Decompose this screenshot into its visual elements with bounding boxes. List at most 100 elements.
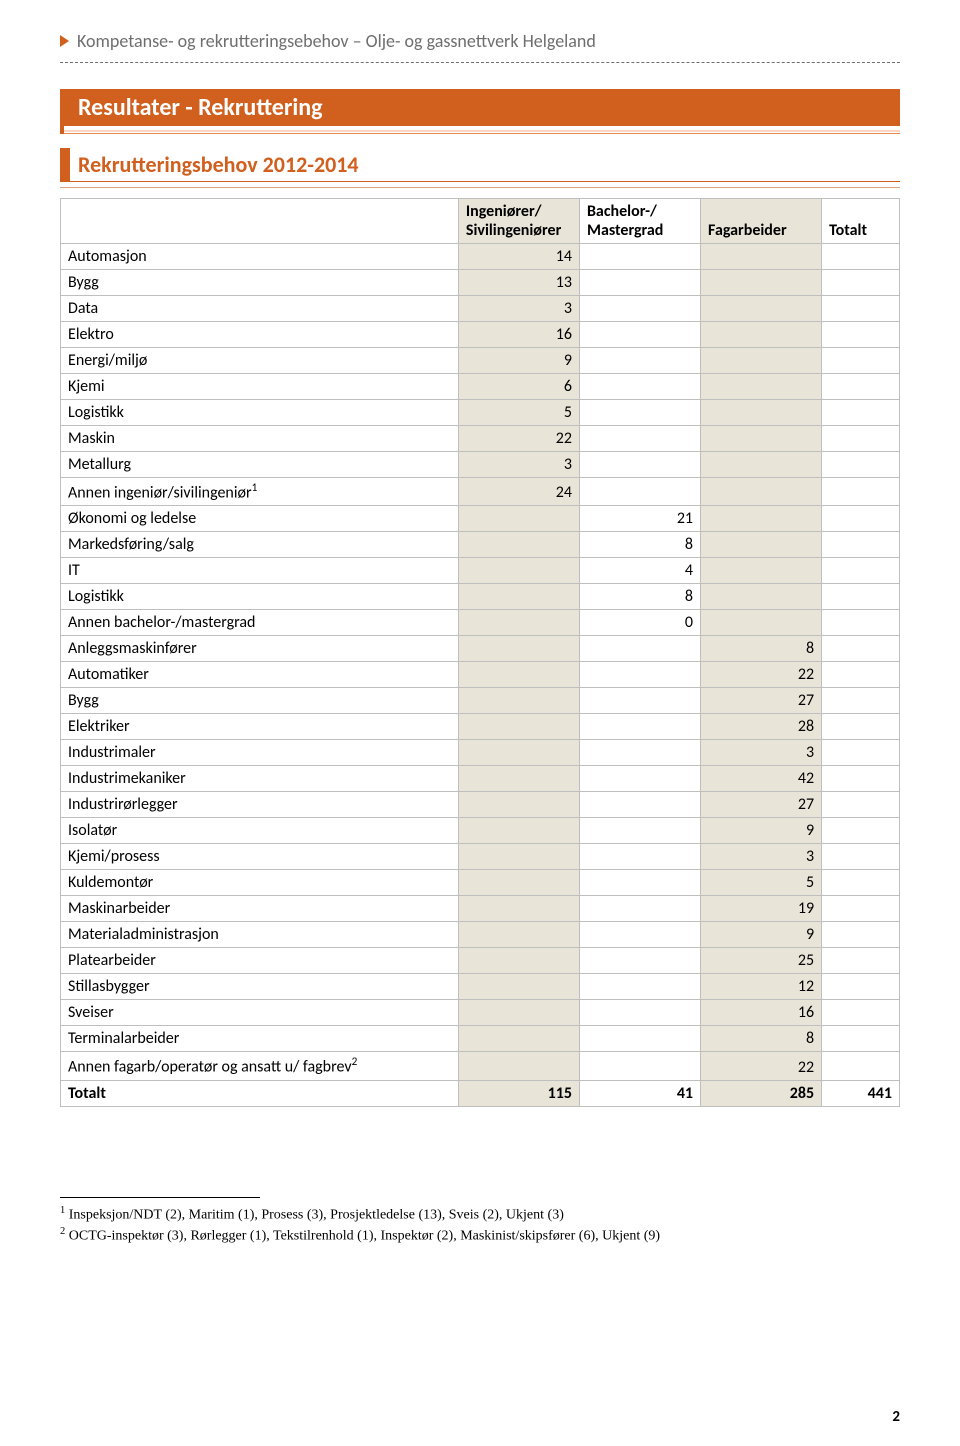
row-label: Kuldemontør — [61, 870, 459, 896]
row-label: Platearbeider — [61, 948, 459, 974]
footnote-2-text: OCTG-inspektør (3), Rørlegger (1), Tekst… — [65, 1229, 660, 1244]
cell: 16 — [458, 322, 579, 348]
row-label: Terminalarbeider — [61, 1026, 459, 1052]
cell: 9 — [701, 818, 822, 844]
table-row: Annen ingeniør/sivilingeniør124 — [61, 478, 900, 506]
cell — [822, 296, 900, 322]
cell — [579, 1052, 700, 1080]
table-row: Platearbeider 25 — [61, 948, 900, 974]
table-row: Kjemi6 — [61, 374, 900, 400]
table-row: Kuldemontør5 — [61, 870, 900, 896]
cell: 22 — [458, 426, 579, 452]
cell — [701, 558, 822, 584]
cell — [579, 1000, 700, 1026]
row-label: Maskin — [61, 426, 459, 452]
footnote-separator — [60, 1197, 260, 1198]
row-label: Økonomi og ledelse — [61, 506, 459, 532]
table-row: Metallurg3 — [61, 452, 900, 478]
cell — [579, 818, 700, 844]
row-label: Energi/miljø — [61, 348, 459, 374]
cell — [458, 896, 579, 922]
cell — [822, 478, 900, 506]
cell — [822, 532, 900, 558]
cell — [822, 1026, 900, 1052]
cell — [579, 426, 700, 452]
cell — [822, 400, 900, 426]
cell — [579, 1026, 700, 1052]
footnote-1-text: Inspeksjon/NDT (2), Maritim (1), Prosess… — [65, 1207, 564, 1222]
row-label: Anleggsmaskinfører — [61, 636, 459, 662]
row-label: Elektriker — [61, 714, 459, 740]
cell — [579, 948, 700, 974]
cell — [701, 270, 822, 296]
cell — [458, 714, 579, 740]
cell — [822, 558, 900, 584]
cell: 42 — [701, 766, 822, 792]
cell — [579, 270, 700, 296]
cell — [458, 740, 579, 766]
cell — [458, 610, 579, 636]
col-header-total: Totalt — [822, 199, 900, 244]
cell — [822, 740, 900, 766]
cell: 16 — [701, 1000, 822, 1026]
cell — [579, 374, 700, 400]
cell: 0 — [579, 610, 700, 636]
row-label: Industrirørlegger — [61, 792, 459, 818]
section-h2-underline — [60, 186, 900, 188]
cell — [458, 1000, 579, 1026]
cell — [822, 792, 900, 818]
table-row: IT4 — [61, 558, 900, 584]
row-label: Logistikk — [61, 400, 459, 426]
cell — [822, 1000, 900, 1026]
row-label: Industrimekaniker — [61, 766, 459, 792]
cell — [822, 870, 900, 896]
table-row: Industrimaler3 — [61, 740, 900, 766]
cell — [701, 584, 822, 610]
cell — [822, 452, 900, 478]
cell: 8 — [701, 1026, 822, 1052]
row-label: Markedsføring/salg — [61, 532, 459, 558]
cell — [701, 610, 822, 636]
cell — [822, 922, 900, 948]
table-row: Sveiser 16 — [61, 1000, 900, 1026]
cell — [579, 296, 700, 322]
table-row: Materialadministrasjon9 — [61, 922, 900, 948]
col-header-blank — [61, 199, 459, 244]
cell — [458, 948, 579, 974]
cell — [579, 478, 700, 506]
cell — [579, 766, 700, 792]
cell — [579, 688, 700, 714]
cell — [579, 348, 700, 374]
cell — [701, 400, 822, 426]
cell — [822, 636, 900, 662]
cell: 25 — [701, 948, 822, 974]
row-label: Sveiser — [61, 1000, 459, 1026]
cell: 22 — [701, 1052, 822, 1080]
cell: 3 — [701, 844, 822, 870]
cell — [822, 374, 900, 400]
cell — [822, 688, 900, 714]
col-header-bachelor: Bachelor-/ Mastergrad — [579, 199, 700, 244]
table-row: Automatiker22 — [61, 662, 900, 688]
cell — [822, 610, 900, 636]
cell — [579, 400, 700, 426]
cell — [822, 584, 900, 610]
cell — [579, 244, 700, 270]
cell: 9 — [701, 922, 822, 948]
cell — [701, 244, 822, 270]
table-row: Logistikk8 — [61, 584, 900, 610]
cell — [701, 532, 822, 558]
cell — [579, 870, 700, 896]
section-h1-title: Resultater - Rekruttering — [64, 89, 900, 126]
cell — [701, 296, 822, 322]
table-row: Isolatør9 — [61, 818, 900, 844]
cell: 22 — [701, 662, 822, 688]
table-row: Elektro16 — [61, 322, 900, 348]
section-h1-underline — [64, 130, 900, 134]
cell — [822, 348, 900, 374]
cell — [579, 636, 700, 662]
cell — [458, 870, 579, 896]
cell: 19 — [701, 896, 822, 922]
row-label: Stillasbygger — [61, 974, 459, 1000]
section-h1: Resultater - Rekruttering — [60, 89, 900, 134]
